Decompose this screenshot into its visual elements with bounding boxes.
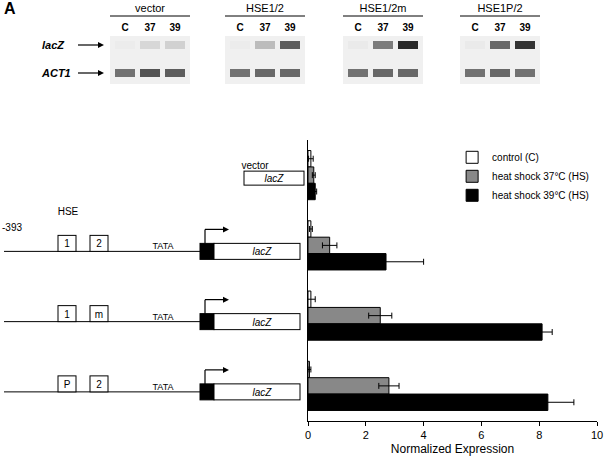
svg-text:37: 37 (494, 22, 506, 33)
svg-text:C: C (236, 22, 243, 33)
svg-text:ACT1: ACT1 (41, 67, 71, 79)
svg-text:37: 37 (144, 22, 156, 33)
svg-text:2: 2 (96, 238, 102, 249)
svg-text:1: 1 (64, 238, 70, 249)
svg-text:C: C (354, 22, 361, 33)
svg-text:A: A (4, 0, 16, 17)
svg-text:6: 6 (478, 429, 484, 441)
svg-text:lacZ: lacZ (253, 246, 273, 257)
svg-text:-393: -393 (2, 222, 22, 233)
svg-text:HSE1/2: HSE1/2 (246, 2, 284, 14)
svg-text:C: C (471, 22, 478, 33)
svg-text:37: 37 (377, 22, 389, 33)
svg-text:0: 0 (305, 429, 311, 441)
svg-text:heat shock 37°C (HS): heat shock 37°C (HS) (492, 171, 589, 182)
svg-text:C: C (121, 22, 128, 33)
svg-text:lacZ: lacZ (42, 39, 65, 51)
svg-text:control (C): control (C) (492, 152, 539, 163)
svg-text:m: m (95, 309, 103, 320)
svg-text:lacZ: lacZ (253, 387, 273, 398)
svg-text:10: 10 (591, 429, 603, 441)
svg-text:37: 37 (259, 22, 271, 33)
svg-text:Normalized Expression: Normalized Expression (391, 442, 514, 456)
svg-text:P: P (64, 379, 71, 390)
svg-text:lacZ: lacZ (253, 317, 273, 328)
svg-text:TATA: TATA (153, 312, 174, 322)
svg-text:HSE: HSE (58, 206, 79, 217)
svg-text:HSE1/2m: HSE1/2m (359, 2, 406, 14)
svg-text:39: 39 (519, 22, 531, 33)
svg-text:lacZ: lacZ (265, 173, 285, 184)
svg-text:1: 1 (64, 309, 70, 320)
svg-text:39: 39 (284, 22, 296, 33)
svg-text:39: 39 (402, 22, 414, 33)
svg-text:2: 2 (363, 429, 369, 441)
svg-text:HSE1P/2: HSE1P/2 (477, 2, 522, 14)
svg-text:heat shock 39°C (HS): heat shock 39°C (HS) (492, 190, 589, 201)
svg-text:39: 39 (169, 22, 181, 33)
svg-text:vector: vector (241, 160, 269, 171)
svg-text:TATA: TATA (153, 382, 174, 392)
svg-text:vector: vector (135, 2, 165, 14)
svg-text:2: 2 (96, 379, 102, 390)
svg-text:TATA: TATA (153, 241, 174, 251)
svg-text:4: 4 (421, 429, 427, 441)
svg-text:8: 8 (536, 429, 542, 441)
